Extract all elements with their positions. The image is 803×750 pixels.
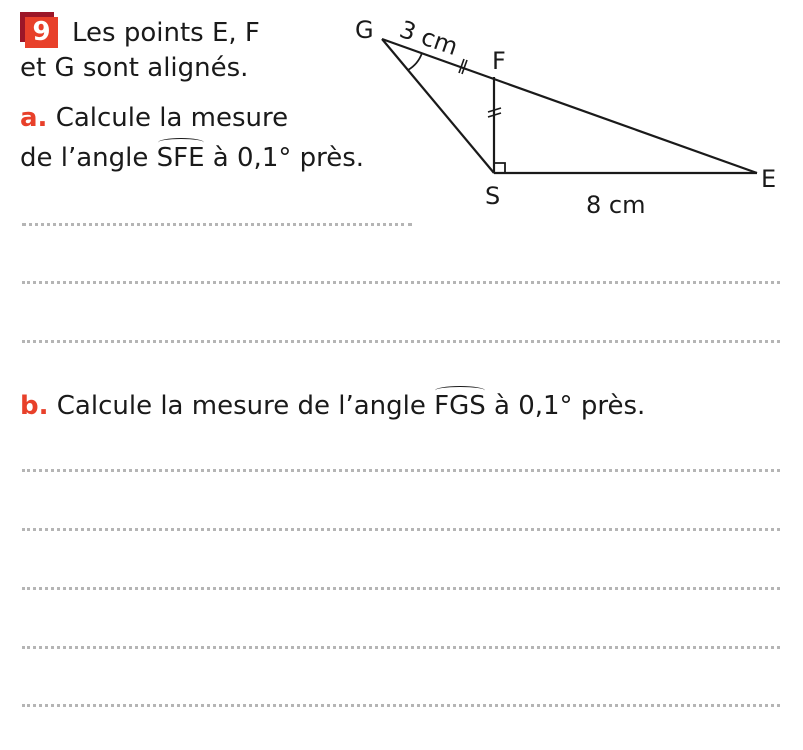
question-a-label: a. <box>20 103 48 133</box>
question-b-label: b. <box>20 391 49 421</box>
equal-tick-fs <box>487 107 502 118</box>
answer-line[interactable] <box>22 340 780 343</box>
segment-ge <box>381 37 758 175</box>
question-a-text: Calcule la mesure <box>55 103 289 133</box>
point-label-f: F <box>492 47 506 75</box>
answer-line[interactable] <box>22 704 780 707</box>
angle-sfe: SFE <box>156 138 205 173</box>
question-b: b. Calcule la mesure de l’angle FGS à 0,… <box>20 386 646 421</box>
question-a-line-1: a. Calcule la mesure <box>20 103 288 133</box>
point-label-e: E <box>761 165 776 193</box>
question-a-suffix: à 0,1° près. <box>204 143 365 173</box>
right-angle-mark <box>494 162 506 173</box>
intro-line-1: Les points E, F <box>72 18 260 48</box>
angle-arc-g <box>407 52 423 71</box>
point-label-s: S <box>485 182 500 210</box>
answer-line[interactable] <box>22 587 780 590</box>
question-b-prefix: Calcule la mesure de l’angle <box>56 391 435 421</box>
intro-line-2: et G sont alignés. <box>20 53 249 83</box>
length-se: 8 cm <box>586 191 645 219</box>
question-a-prefix: de l’angle <box>20 143 157 173</box>
exercise-number-badge: 9 <box>20 12 58 48</box>
answer-line[interactable] <box>22 469 780 472</box>
question-b-suffix: à 0,1° près. <box>485 391 646 421</box>
equal-tick-gf <box>458 58 468 75</box>
point-label-g: G <box>355 16 374 44</box>
answer-line[interactable] <box>22 223 412 226</box>
angle-fgs: FGS <box>434 386 486 421</box>
answer-line[interactable] <box>22 528 780 531</box>
answer-line[interactable] <box>22 281 780 284</box>
segment-gs <box>381 38 495 174</box>
question-a-line-2: de l’angle SFE à 0,1° près. <box>20 138 365 173</box>
answer-line[interactable] <box>22 646 780 649</box>
length-gf: 3 cm <box>396 15 461 61</box>
exercise-number: 9 <box>25 17 58 48</box>
